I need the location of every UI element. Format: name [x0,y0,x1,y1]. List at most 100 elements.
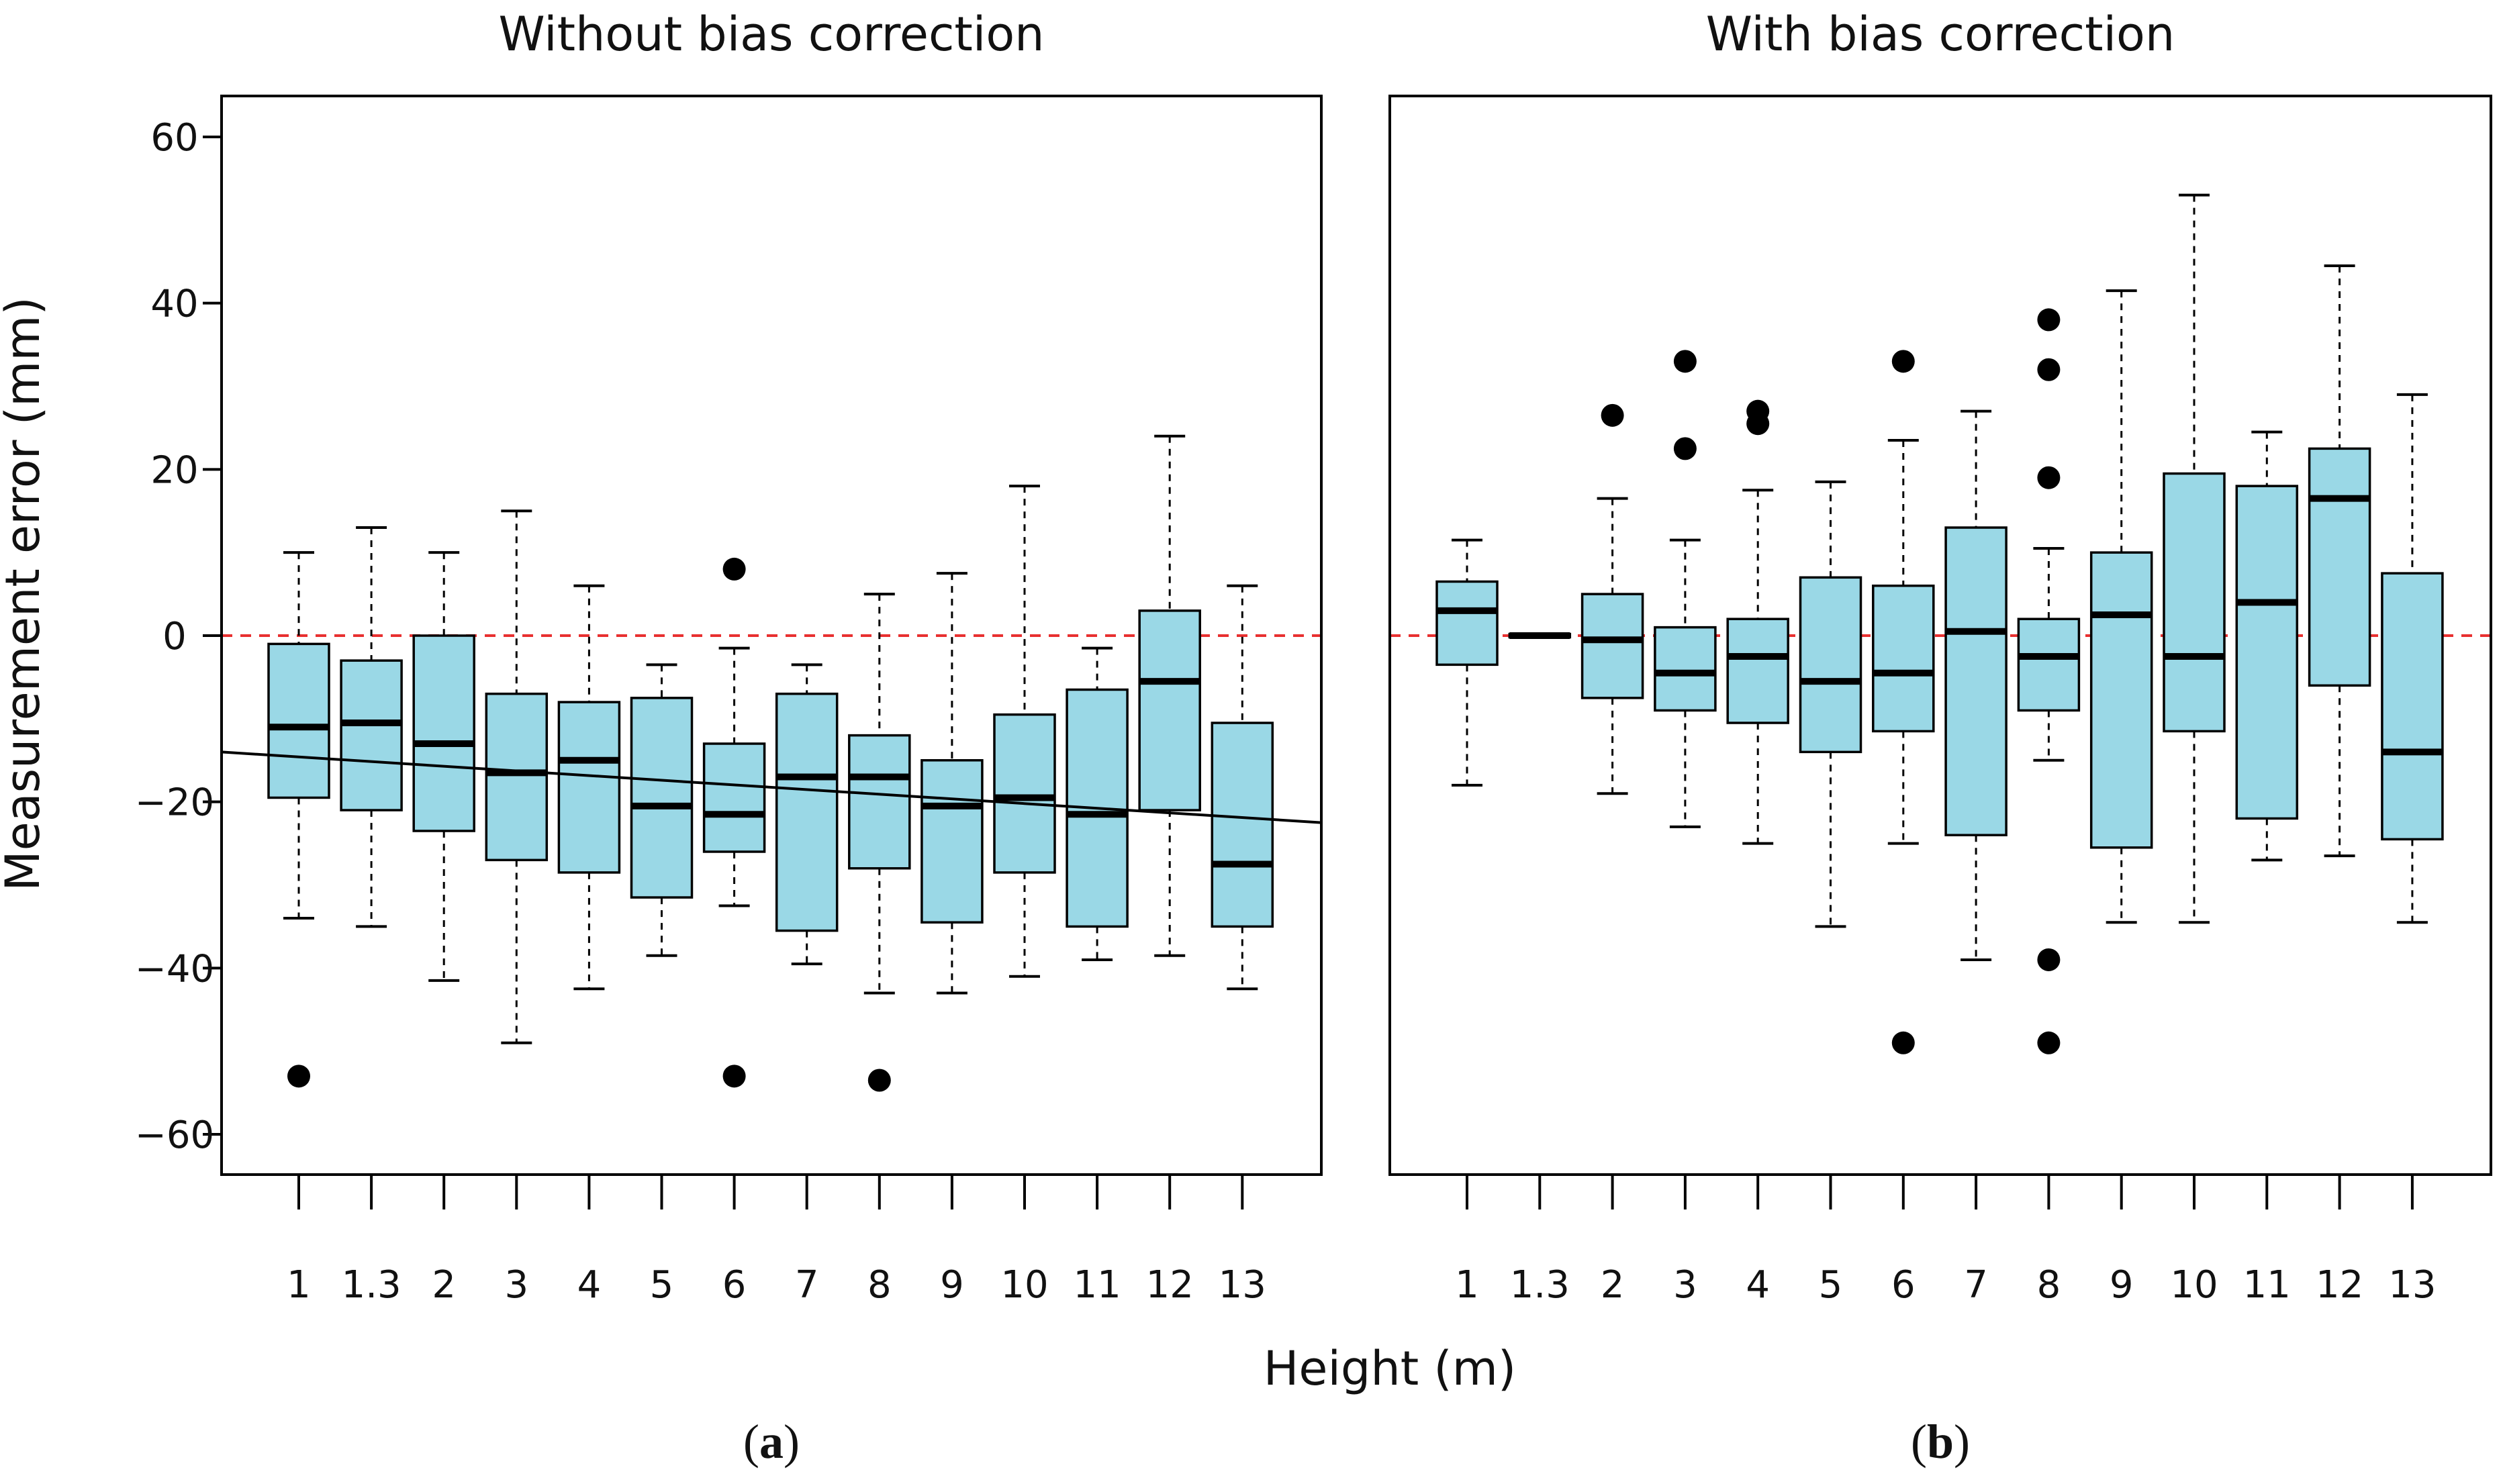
interquartile-box [1138,609,1201,811]
interquartile-box [848,734,911,870]
boxplot-8 [2017,308,2081,1054]
outlier-point [1673,350,1697,373]
panel-a: Without bias correction −60 −40 −20 0 20 40 60 1… [135,7,1323,1469]
x-tick-label: 12 [1146,1263,1194,1307]
interquartile-box [485,692,549,862]
x-tick-label: 8 [867,1263,892,1307]
boxplot-1 [1435,538,1499,787]
panel-b: With bias correction 1 1.3 2 3 4 5 6 7 8 9 10 11 12 13… [1388,7,2492,1469]
boxplot-12 [2308,264,2371,858]
x-tick-label: 3 [1673,1263,1697,1307]
interquartile-box [1580,593,1644,699]
interquartile-box [2235,485,2299,820]
boxplot-6 [1872,350,1935,1054]
panel-label: (a) [743,1415,800,1469]
outlier-point [1891,1031,1915,1054]
x-axis-label: Height (m) [1264,1341,1516,1396]
interquartile-box [1654,626,1717,712]
x-tick-label: 7 [795,1263,819,1307]
outlier-point [722,1065,746,1088]
x-tick-label: 2 [1601,1263,1625,1307]
interquartile-box [775,692,839,932]
y-tick-label: 0 [162,615,187,658]
x-tick-label: 6 [722,1263,747,1307]
interquartile-box [267,642,330,799]
x-tick-label: 1.3 [342,1263,402,1307]
boxplot-3 [485,509,549,1044]
interquartile-box [1211,722,1274,928]
x-tick-label: 4 [1746,1263,1770,1307]
boxplot-8 [848,593,911,1092]
boxplot-11 [2235,430,2299,862]
boxplot-4 [1726,399,1789,845]
x-tick-label: 5 [650,1263,674,1307]
x-tick-label: 7 [1964,1263,1988,1307]
boxplot-9 [920,572,984,995]
boxplot-7 [775,663,839,966]
boxplot-3 [1654,350,1717,828]
interquartile-box [2163,472,2226,733]
x-tick-label: 8 [2037,1263,2061,1307]
panel-title: With bias correction [1706,7,2175,62]
outlier-point [287,1065,310,1088]
x-tick-label: 1 [287,1263,311,1307]
boxplot-6 [702,557,766,1088]
x-tick-label: 11 [1073,1263,1121,1307]
interquartile-box [920,759,984,924]
y-tick-label: −40 [135,947,214,991]
interquartile-box [340,659,403,811]
y-tick-label: 60 [150,116,198,160]
y-axis-label: Measurement error (mm) [0,297,50,891]
x-tick-label: 6 [1891,1263,1916,1307]
outlier-point [1601,403,1624,427]
interquartile-box [2381,572,2444,841]
outlier-point [1891,350,1915,373]
outlier-point [722,557,746,581]
interquartile-box [1799,576,1862,754]
interquartile-box [1435,580,1499,666]
y-tick-label: −20 [135,781,214,825]
x-tick-label: 2 [432,1263,456,1307]
y-tick-label: 20 [150,448,198,492]
boxplot-1.3 [1508,632,1572,639]
interquartile-box [630,697,694,899]
x-tick-label: 1 [1455,1263,1479,1307]
x-tick-label: 1.3 [1510,1263,1570,1307]
boxplot-2 [412,551,475,982]
x-tick-label: 11 [2243,1263,2291,1307]
outlier-point [867,1069,891,1092]
boxplot-13 [1211,584,1274,991]
x-tick-label: 13 [2388,1263,2436,1307]
x-tick-label: 10 [2170,1263,2218,1307]
boxplot-2 [1580,403,1644,795]
panel-label: (b) [1911,1415,1970,1469]
interquartile-box [2017,617,2081,712]
interquartile-box [1872,584,1935,733]
outlier-point [2037,948,2061,971]
interquartile-box [2089,551,2153,849]
outlier-point [2037,358,2061,381]
outlier-point [2037,466,2061,489]
x-tick-label: 9 [940,1263,964,1307]
x-tick-label: 9 [2110,1263,2134,1307]
trend-line [221,750,1322,824]
boxplot-5 [630,663,694,957]
x-tick-label: 5 [1819,1263,1843,1307]
interquartile-box [702,742,766,853]
boxplot-9 [2089,289,2153,924]
outlier-point [2037,308,2061,332]
boxplot-1 [267,551,330,1088]
interquartile-box [412,634,475,832]
boxplot-5 [1799,480,1862,928]
interquartile-box [2308,447,2371,687]
y-tick-label: 40 [150,283,198,326]
x-tick-label: 12 [2316,1263,2363,1307]
boxplot-11 [1066,646,1129,961]
boxplot-4 [557,584,621,991]
outlier-point [1746,412,1770,436]
boxplot-10 [2163,193,2226,924]
boxplot-10 [993,485,1056,978]
x-tick-label: 4 [577,1263,602,1307]
x-tick-label: 10 [1000,1263,1048,1307]
